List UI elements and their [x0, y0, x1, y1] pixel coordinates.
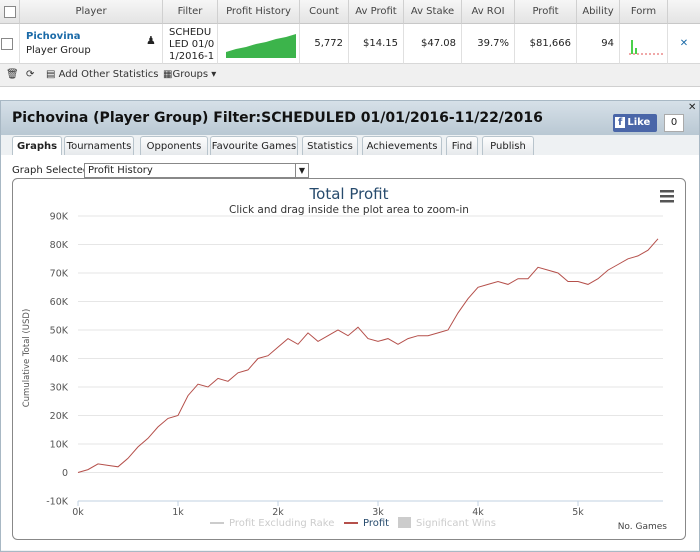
tab[interactable]: Find: [446, 136, 478, 155]
legend-label: Profit Excluding Rake: [229, 518, 334, 529]
dropdown-arrow: ▼: [295, 164, 308, 177]
chart-subtitle: Click and drag inside the plot area to z…: [229, 204, 469, 216]
trash-icon[interactable]: 🗑: [6, 69, 19, 80]
x-axis-label: No. Games: [618, 522, 668, 532]
count-cell: 5,772: [300, 24, 349, 64]
y-tick-label: 0: [62, 468, 68, 479]
y-tick-label: 90K: [50, 212, 69, 223]
y-tick-label: 60K: [50, 297, 69, 308]
column-header[interactable]: Av Profit: [349, 0, 404, 24]
close-button[interactable]: ✕: [688, 102, 697, 113]
legend-label: Significant Wins: [416, 518, 496, 529]
column-header[interactable]: Av ROI: [462, 0, 515, 24]
groups-label: Groups: [172, 69, 209, 80]
graph-selector-label: Graph Selected:: [12, 165, 93, 176]
column-header[interactable]: Filter: [163, 0, 218, 24]
tab[interactable]: Publish: [482, 136, 534, 155]
checkbox[interactable]: [1, 38, 13, 50]
y-tick-label: 80K: [50, 240, 69, 251]
tab[interactable]: Favourite Games: [210, 136, 298, 155]
checkbox[interactable]: [3, 6, 16, 18]
y-tick-label: 40K: [50, 354, 69, 365]
graph-selector[interactable]: Profit History ▼: [84, 163, 309, 178]
player-group: Player Group: [26, 45, 91, 56]
column-header[interactable]: Profit: [515, 0, 577, 24]
panel-title: Pichovina (Player Group) Filter:SCHEDULE…: [12, 110, 543, 126]
av-profit-cell: $14.15: [349, 24, 404, 64]
column-header[interactable]: Player: [20, 0, 163, 24]
form-bars: [629, 40, 663, 55]
like-label: Like: [627, 117, 651, 128]
column-header[interactable]: Profit History: [218, 0, 300, 24]
ability-cell: 94: [577, 24, 620, 64]
column-header[interactable]: Form: [620, 0, 668, 24]
x-tick-label: 0k: [72, 507, 84, 518]
x-tick-label: 2k: [272, 507, 284, 518]
y-axis-label: Cumulative Total (USD): [22, 309, 32, 408]
y-tick-label: 70K: [50, 269, 69, 280]
menu-icon[interactable]: [660, 190, 674, 203]
column-header: [668, 0, 700, 24]
toolbar: 🗑 ⟳ ▤ Add Other Statistics ▦Groups ▾: [0, 64, 700, 87]
group-icon: ♟: [146, 34, 156, 47]
like-button[interactable]: f Like: [613, 114, 657, 132]
player-link[interactable]: Pichovina: [26, 31, 81, 42]
tab[interactable]: Opponents: [140, 136, 208, 155]
refresh-icon[interactable]: ⟳: [26, 69, 35, 80]
tab[interactable]: Tournaments: [64, 136, 134, 155]
filter-cell: SCHEDULED 01/01/2016-11/22/2016: [163, 24, 218, 64]
x-tick-label: 4k: [472, 507, 484, 518]
av-stake-cell: $47.08: [404, 24, 462, 64]
y-tick-label: -10K: [46, 497, 69, 508]
y-tick-label: 10K: [50, 440, 69, 451]
column-header[interactable]: Av Stake: [404, 0, 462, 24]
groups-menu[interactable]: ▦Groups ▾: [163, 69, 217, 80]
player-cell: Pichovina Player Group ♟: [20, 24, 163, 64]
form-cell: [620, 24, 668, 64]
sparkline: [226, 34, 296, 58]
x-tick-label: 1k: [172, 507, 184, 518]
graph-option: Profit History: [88, 165, 153, 176]
add-statistics[interactable]: ▤ Add Other Statistics: [46, 69, 159, 80]
tab[interactable]: Achievements: [362, 136, 442, 155]
y-tick-label: 30K: [50, 383, 69, 394]
y-tick-label: 50K: [50, 326, 69, 337]
av-roi-cell: 39.7%: [462, 24, 515, 64]
remove-button[interactable]: ✕: [668, 24, 700, 64]
x-tick-label: 3k: [372, 507, 384, 518]
column-header[interactable]: Ability: [577, 0, 620, 24]
legend-label: Profit: [363, 518, 389, 529]
like-count: 0: [664, 114, 684, 132]
chart: Total Profit Click and drag inside the p…: [12, 178, 686, 540]
profit-cell: $81,666: [515, 24, 577, 64]
chart-title: Total Profit: [309, 185, 389, 203]
add-statistics-label: Add Other Statistics: [58, 69, 159, 80]
tab[interactable]: Statistics: [302, 136, 358, 155]
x-tick-label: 5k: [572, 507, 584, 518]
tab[interactable]: Graphs: [12, 136, 62, 156]
y-tick-label: 20K: [50, 411, 69, 422]
legend-symbol: [398, 517, 411, 528]
header-checkbox-cell: [0, 0, 20, 24]
series-line: [77, 238, 659, 473]
history-cell: [218, 24, 300, 64]
panel-header: [1, 101, 699, 135]
column-header[interactable]: Count: [300, 0, 349, 24]
row-checkbox-cell: [0, 24, 20, 64]
